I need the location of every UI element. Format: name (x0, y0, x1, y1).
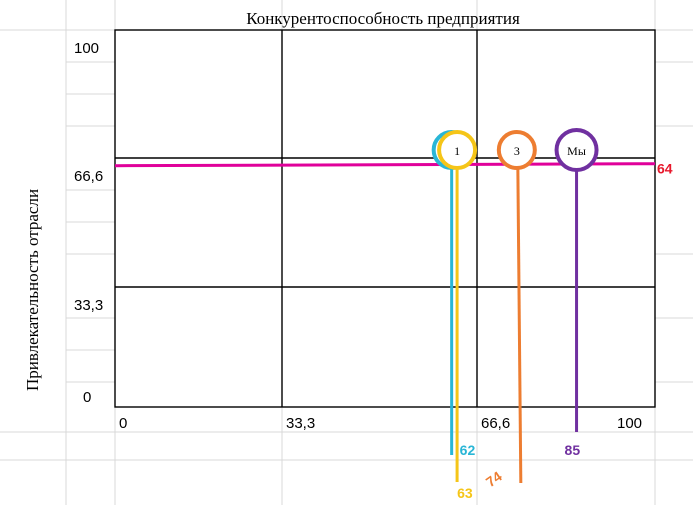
x-tick-label: 100 (617, 415, 642, 432)
point-label: 1 (454, 144, 460, 158)
point-label: Мы (567, 144, 586, 158)
y-tick-label: 0 (83, 389, 91, 406)
x-tick-label: 33,3 (286, 415, 315, 432)
plot-frame (114, 29, 656, 408)
point-marker (496, 130, 537, 170)
point-label: 3 (514, 144, 520, 158)
attractiveness-value-label: 64 (657, 161, 673, 177)
series-value-label: 74 (483, 468, 505, 490)
series-value-label: 62 (460, 442, 476, 458)
point-marker (437, 130, 478, 170)
y-tick-label: 66,6 (74, 168, 103, 185)
series-line-3 (516, 164, 523, 484)
point-marker (554, 128, 599, 172)
chart-marks: 64262163374Мы85 (114, 128, 673, 501)
y-tick-label: 33,3 (74, 297, 103, 314)
x-tick-label: 0 (119, 415, 127, 432)
chart-title: Конкурентоспособность предприятия (246, 9, 520, 28)
series-value-label: 85 (565, 442, 581, 458)
x-tick-label: 66,6 (481, 415, 510, 432)
y-tick-label: 100 (74, 40, 99, 57)
series-value-label: 63 (457, 485, 473, 501)
y-axis-label: Привлекательность отрасли (23, 189, 42, 391)
